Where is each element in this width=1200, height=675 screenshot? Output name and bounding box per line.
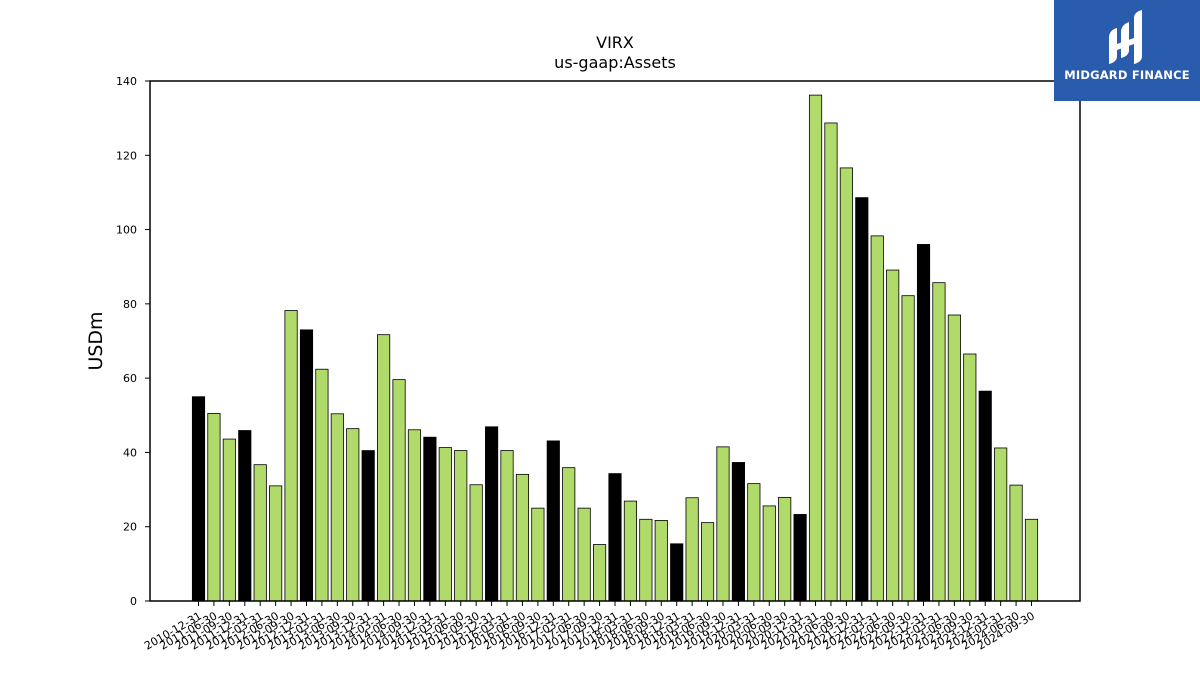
y-tick-label: 20 (123, 521, 137, 534)
bar-2021-06-30 (824, 122, 838, 602)
plot-frame (149, 80, 1081, 602)
bar-2010-12-31 (191, 396, 206, 602)
bar-2023-12-31 (978, 390, 992, 602)
bar-2021-03-31 (808, 94, 823, 602)
bar-2012-06-30 (269, 485, 283, 602)
bar-2016-12-31 (546, 440, 560, 602)
bar-2018-03-31 (623, 500, 638, 602)
bar-2014-06-30 (392, 379, 406, 602)
bar-2014-03-31 (377, 334, 391, 602)
bar-2023-06-30 (947, 314, 961, 602)
y-tick-label: 40 (123, 446, 137, 459)
bar-2013-12-31 (361, 450, 375, 602)
bar-2017-09-30 (593, 544, 607, 602)
bar-2015-06-30 (454, 450, 468, 602)
bar-2024-09-30 (1024, 518, 1039, 602)
bar-2020-06-30 (762, 505, 776, 602)
bar-2020-03-31 (747, 483, 761, 602)
chart-subtitle: us-gaap:Assets (554, 53, 676, 72)
y-tick-label: 120 (116, 149, 137, 162)
bar-2018-12-31 (670, 543, 684, 602)
bar-2011-09-30 (222, 438, 236, 602)
bar-2012-03-31 (253, 464, 267, 602)
bar-2013-06-30 (330, 413, 344, 602)
bar-2020-09-30 (778, 496, 792, 602)
bar-2016-06-30 (515, 473, 530, 602)
bar-2012-12-31 (299, 329, 314, 602)
bar-2013-09-30 (346, 428, 360, 602)
bar-2022-09-30 (901, 295, 915, 602)
bar-2022-06-30 (886, 269, 900, 602)
bar-2018-06-30 (639, 518, 653, 602)
brand-name: MIDGARD FINANCE (1064, 68, 1190, 82)
bar-2021-12-31 (855, 197, 869, 602)
y-ticks-layer: 0 20 40 60 80 100 120 140 (116, 75, 150, 608)
bar-2013-03-31 (315, 368, 329, 602)
bar-2022-12-31 (916, 244, 931, 602)
bar-2015-03-31 (438, 447, 452, 602)
bar-2023-03-31 (932, 282, 946, 602)
bar-2016-03-31 (500, 450, 514, 602)
bar-2011-06-30 (207, 413, 221, 602)
bar-2020-12-31 (793, 514, 807, 602)
bar-2024-03-31 (994, 447, 1008, 602)
bar-2015-09-30 (469, 484, 483, 602)
bars-layer (191, 94, 1039, 602)
bar-2019-12-31 (731, 462, 745, 602)
y-tick-label: 0 (130, 595, 137, 608)
x-ticks-layer: 2010-12-312011-06-302011-09-302011-12-31… (142, 601, 1037, 653)
y-tick-label: 100 (116, 224, 137, 237)
bar-2015-12-31 (485, 426, 499, 602)
bar-2011-12-31 (238, 430, 252, 602)
bar-2016-09-30 (531, 507, 545, 602)
y-axis-label: USDm (85, 311, 107, 370)
bar-2019-03-31 (685, 497, 699, 602)
midgard-logo-icon (1109, 10, 1142, 64)
bar-2024-06-30 (1009, 484, 1023, 602)
bar-2018-09-30 (654, 520, 668, 602)
y-tick-label: 80 (123, 298, 137, 311)
bar-2019-09-30 (716, 446, 730, 602)
bar-2014-12-31 (423, 436, 437, 602)
y-tick-label: 140 (116, 75, 137, 88)
bar-2017-12-31 (608, 473, 622, 602)
bar-2017-03-31 (562, 467, 576, 602)
bar-2022-03-31 (870, 235, 884, 602)
brand-logo: MIDGARD FINANCE (1054, 0, 1200, 101)
bar-2012-09-30 (284, 310, 298, 602)
y-tick-label: 60 (123, 372, 137, 385)
bar-2023-09-30 (963, 353, 977, 602)
bar-2019-06-30 (700, 522, 715, 602)
bar-2021-09-30 (839, 167, 853, 602)
chart-title: VIRX (596, 33, 634, 52)
bar-2017-06-30 (577, 507, 591, 602)
bar-2014-09-30 (407, 429, 422, 602)
